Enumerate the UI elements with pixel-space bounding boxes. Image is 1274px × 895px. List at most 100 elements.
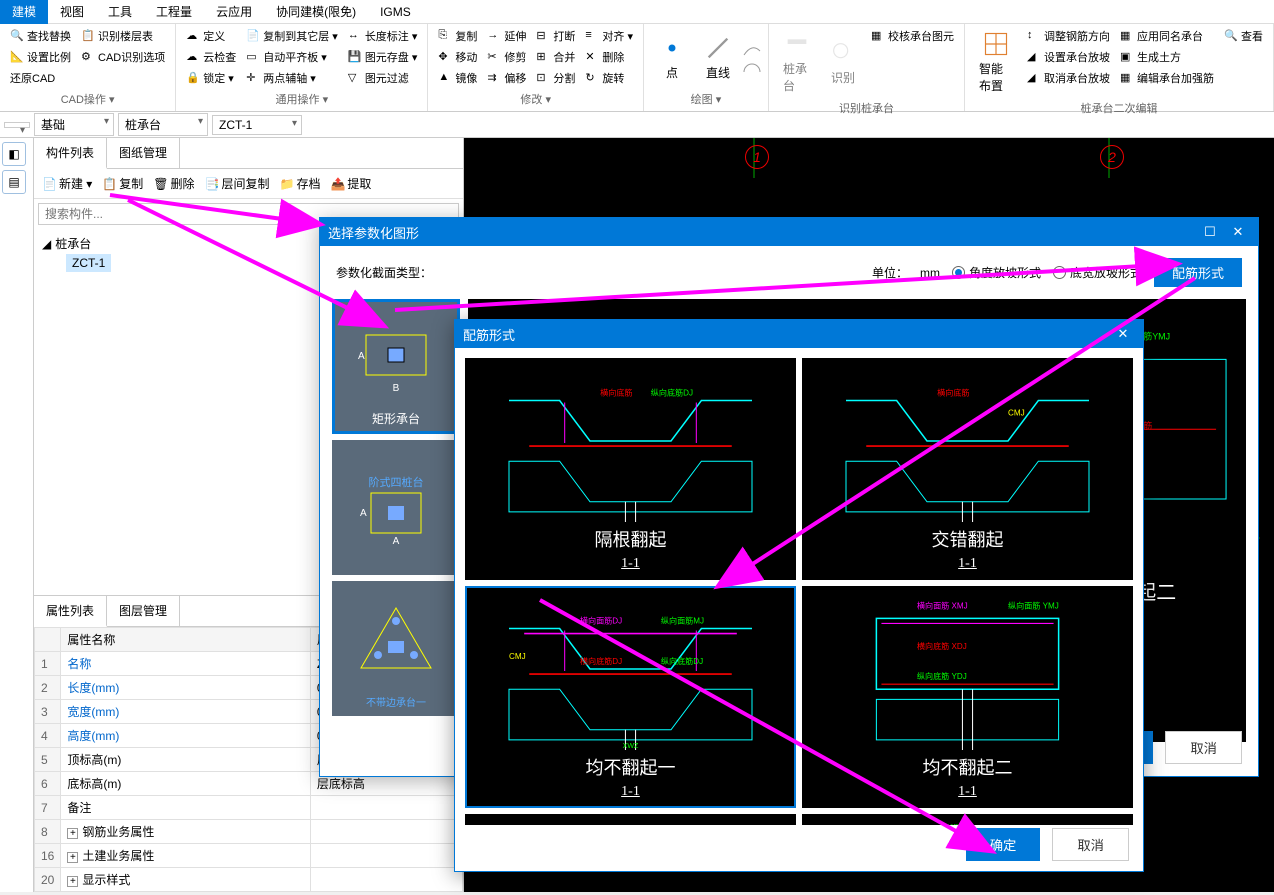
- rebar-cell-3[interactable]: 横向面筋 XMJ 纵向面筋 YMJ 横向底筋 XDJ 纵向底筋 YDJ 均不翻起…: [802, 586, 1133, 808]
- dialog2-ok[interactable]: 确定: [966, 828, 1041, 861]
- dialog1-cancel[interactable]: 取消: [1165, 731, 1242, 764]
- radio-angle-slope[interactable]: 角度放坡形式: [952, 264, 1041, 281]
- btn-copy-layer[interactable]: 📄复制到其它层 ▾: [242, 26, 342, 46]
- tab-property-list[interactable]: 属性列表: [34, 596, 107, 627]
- btn-cloud-check[interactable]: ☁云检查: [182, 47, 240, 67]
- btn-pilecap[interactable]: 桩承台: [775, 26, 819, 98]
- ribbon-group-modify: ⎘复制 ✥移动 ▲镜像 →延伸 ✂修剪 ⇉偏移 ⊟打断 ⊞合并 ⊡分割 ≡对齐 …: [428, 24, 644, 111]
- tree-leaf-zct1[interactable]: ZCT-1: [66, 254, 111, 272]
- menu-cloud[interactable]: 云应用: [204, 0, 264, 24]
- radio-width-slope[interactable]: 底宽放坡形式: [1053, 264, 1142, 281]
- btn-set-slope[interactable]: ◢设置承台放坡: [1023, 47, 1114, 67]
- btn-offset[interactable]: ⇉偏移: [483, 68, 530, 88]
- btn-align[interactable]: ≡对齐 ▾: [581, 26, 637, 46]
- btn-smart-layout[interactable]: 智能布置: [971, 26, 1021, 98]
- tool-layer-copy[interactable]: 📑 层间复制: [201, 173, 274, 194]
- selector-component[interactable]: ZCT-1: [212, 115, 302, 135]
- tab-layer-mgmt[interactable]: 图层管理: [107, 596, 180, 626]
- menu-igms[interactable]: IGMS: [368, 1, 423, 23]
- btn-mirror[interactable]: ▲镜像: [434, 68, 481, 88]
- btn-find-replace[interactable]: 🔍查找替换: [6, 26, 75, 46]
- menu-modeling[interactable]: 建模: [0, 0, 48, 24]
- prop-row[interactable]: 20+显示样式: [35, 868, 463, 892]
- btn-edit-reinforce[interactable]: ▦编辑承台加强筋: [1116, 68, 1218, 88]
- btn-cancel-slope[interactable]: ◢取消承台放坡: [1023, 68, 1114, 88]
- svg-text:阶式四桩台: 阶式四桩台: [369, 475, 424, 489]
- shape-noedge[interactable]: 不带边承台一: [332, 581, 460, 716]
- btn-dim-length[interactable]: ↔长度标注 ▾: [344, 26, 422, 46]
- draw-arc-icon[interactable]: [742, 58, 762, 74]
- btn-auto-align[interactable]: ▭自动平齐板 ▾: [242, 47, 342, 67]
- btn-view-more[interactable]: 🔍查看: [1220, 26, 1267, 46]
- btn-trim[interactable]: ✂修剪: [483, 47, 530, 67]
- btn-floor-table[interactable]: 📋识别楼层表: [77, 26, 169, 46]
- btn-split[interactable]: ⊡分割: [532, 68, 579, 88]
- btn-rebar-style[interactable]: 配筋形式: [1154, 258, 1242, 287]
- sidebar-nav-btn[interactable]: ◧: [2, 142, 26, 166]
- svg-text:A: A: [360, 508, 367, 519]
- dialog1-title: 选择参数化图形: [328, 223, 419, 242]
- btn-gen-earthwork[interactable]: ▣生成土方: [1116, 47, 1218, 67]
- svg-text:纵向面筋MJ: 纵向面筋MJ: [661, 615, 704, 625]
- tool-copy[interactable]: 📋 复制: [98, 173, 147, 194]
- menu-view[interactable]: 视图: [48, 0, 96, 24]
- btn-line[interactable]: 直线: [696, 26, 740, 89]
- btn-restore-cad[interactable]: 还原CAD: [6, 68, 75, 88]
- svg-text:横向底筋DJ: 横向底筋DJ: [580, 656, 622, 666]
- ribbon-group-pileedit: 智能布置 ↕调整钢筋方向 ◢设置承台放坡 ◢取消承台放坡 ▦应用同名承台 ▣生成…: [965, 24, 1274, 111]
- menu-quantity[interactable]: 工程量: [144, 0, 204, 24]
- tab-component-list[interactable]: 构件列表: [34, 138, 107, 169]
- dialog1-maximize[interactable]: ☐: [1198, 222, 1222, 242]
- shape-rect[interactable]: BA 矩形承台: [332, 299, 460, 434]
- btn-extend[interactable]: →延伸: [483, 26, 530, 46]
- selector-empty[interactable]: [4, 122, 30, 128]
- shape-grid: BA 矩形承台 阶式四桩台AA 不带边承台一: [332, 299, 460, 742]
- menu-collab[interactable]: 协同建模(限免): [264, 0, 368, 24]
- menu-tools[interactable]: 工具: [96, 0, 144, 24]
- prop-row[interactable]: 8+钢筋业务属性: [35, 820, 463, 844]
- prop-row[interactable]: 16+土建业务属性: [35, 844, 463, 868]
- draw-curve-icon[interactable]: [742, 41, 762, 57]
- btn-rotate[interactable]: ↻旋转: [581, 68, 637, 88]
- tool-delete[interactable]: 🗑 删除: [149, 173, 198, 194]
- btn-verify-pilecap[interactable]: ▦校核承台图元: [867, 26, 958, 46]
- btn-identify[interactable]: 识别: [821, 26, 865, 98]
- btn-define[interactable]: ☁定义: [182, 26, 240, 46]
- rebar-cell-extra2[interactable]: 上部筋 SBJ: [802, 814, 1133, 825]
- btn-save-elem[interactable]: 💾图元存盘 ▾: [344, 47, 422, 67]
- btn-delete[interactable]: ✕删除: [581, 47, 637, 67]
- tool-extract[interactable]: 📤 提取: [326, 173, 375, 194]
- svg-text:横向面筋DJ: 横向面筋DJ: [580, 615, 622, 625]
- rebar-cell-2[interactable]: 横向面筋DJ 纵向面筋MJ 横向底筋DJ 纵向底筋DJ CMJ XWZ 均不翻起…: [465, 586, 796, 808]
- btn-break[interactable]: ⊟打断: [532, 26, 579, 46]
- dialog2-titlebar[interactable]: 配筋形式 ✕: [455, 320, 1143, 348]
- dialog2-cancel[interactable]: 取消: [1052, 828, 1129, 861]
- sidebar-tree-btn[interactable]: ▤: [2, 170, 26, 194]
- dialog1-close[interactable]: ✕: [1226, 222, 1250, 242]
- prop-row[interactable]: 7备注: [35, 796, 463, 820]
- tab-drawing-mgmt[interactable]: 图纸管理: [107, 138, 180, 168]
- btn-lock[interactable]: 🔒锁定 ▾: [182, 68, 240, 88]
- dialog2-close[interactable]: ✕: [1111, 324, 1135, 344]
- dialog1-titlebar[interactable]: 选择参数化图形 ☐ ✕: [320, 218, 1258, 246]
- rebar-cell-extra[interactable]: 横向面筋DJ纵向面筋MJ: [465, 814, 796, 825]
- rebar-cell-1[interactable]: 横向底筋 CMJ 交错翻起1-1: [802, 358, 1133, 580]
- btn-copy[interactable]: ⎘复制: [434, 26, 481, 46]
- btn-set-scale[interactable]: 📐设置比例: [6, 47, 75, 67]
- shape-step4[interactable]: 阶式四桩台AA: [332, 440, 460, 575]
- btn-cad-options[interactable]: ⚙CAD识别选项: [77, 47, 169, 67]
- selector-category[interactable]: 基础: [34, 113, 114, 136]
- component-tabs: 构件列表 图纸管理: [34, 138, 463, 169]
- btn-merge[interactable]: ⊞合并: [532, 47, 579, 67]
- rebar-cell-0[interactable]: 横向底筋 纵向底筋DJ 隔根翻起1-1: [465, 358, 796, 580]
- tool-new[interactable]: 📄 新建 ▾: [38, 173, 96, 194]
- radio-icon: [1053, 266, 1066, 279]
- selector-type[interactable]: 桩承台: [118, 113, 208, 136]
- btn-move[interactable]: ✥移动: [434, 47, 481, 67]
- btn-aux-axis[interactable]: ✛两点辅轴 ▾: [242, 68, 342, 88]
- btn-point[interactable]: 点: [650, 26, 694, 89]
- btn-apply-same-name[interactable]: ▦应用同名承台: [1116, 26, 1218, 46]
- btn-filter-elem[interactable]: ▽图元过滤: [344, 68, 422, 88]
- btn-adjust-rebar-dir[interactable]: ↕调整钢筋方向: [1023, 26, 1114, 46]
- tool-archive[interactable]: 📁 存档: [276, 173, 325, 194]
